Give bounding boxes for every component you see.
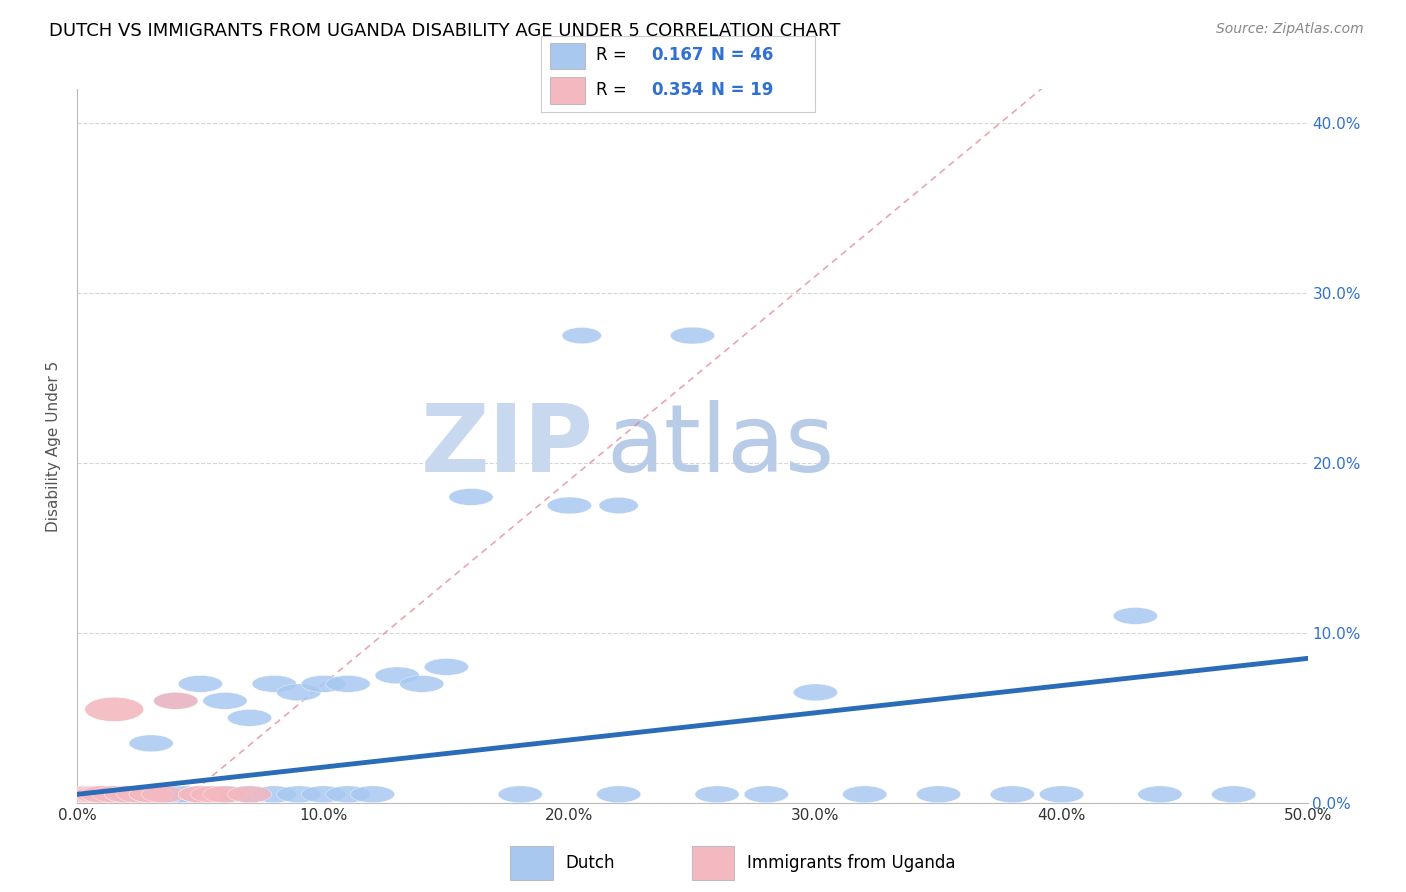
Ellipse shape [104,786,149,803]
Ellipse shape [73,786,117,803]
Ellipse shape [104,786,149,803]
Ellipse shape [252,675,297,692]
Ellipse shape [166,786,211,803]
Ellipse shape [301,675,346,692]
Ellipse shape [67,786,112,803]
Ellipse shape [62,786,107,803]
Ellipse shape [375,667,419,684]
Text: Immigrants from Uganda: Immigrants from Uganda [747,854,955,872]
Ellipse shape [117,786,162,803]
Ellipse shape [153,692,198,709]
Ellipse shape [744,786,789,803]
FancyBboxPatch shape [550,78,585,104]
Text: Source: ZipAtlas.com: Source: ZipAtlas.com [1216,22,1364,37]
Text: 0.167: 0.167 [651,46,703,64]
Ellipse shape [793,684,838,701]
Ellipse shape [228,786,271,803]
Ellipse shape [695,786,740,803]
Text: atlas: atlas [606,400,835,492]
Text: N = 19: N = 19 [711,81,773,99]
Ellipse shape [129,786,173,803]
Ellipse shape [80,786,124,803]
Ellipse shape [142,786,186,803]
FancyBboxPatch shape [692,846,734,880]
Ellipse shape [104,786,149,803]
Text: DUTCH VS IMMIGRANTS FROM UGANDA DISABILITY AGE UNDER 5 CORRELATION CHART: DUTCH VS IMMIGRANTS FROM UGANDA DISABILI… [49,22,841,40]
Ellipse shape [425,658,468,675]
Ellipse shape [277,684,321,701]
Ellipse shape [117,786,162,803]
Ellipse shape [350,786,395,803]
Ellipse shape [202,786,247,803]
Ellipse shape [301,786,346,803]
Ellipse shape [179,786,222,803]
Ellipse shape [179,675,222,692]
Y-axis label: Disability Age Under 5: Disability Age Under 5 [46,360,62,532]
Ellipse shape [326,786,370,803]
Ellipse shape [129,786,173,803]
Ellipse shape [80,786,124,803]
Ellipse shape [498,786,543,803]
Ellipse shape [449,489,494,506]
Ellipse shape [67,786,112,803]
Text: N = 46: N = 46 [711,46,773,64]
Ellipse shape [547,497,592,514]
Ellipse shape [179,786,222,803]
Ellipse shape [1137,786,1182,803]
Ellipse shape [153,692,198,709]
Ellipse shape [179,786,222,803]
Ellipse shape [80,786,124,803]
Ellipse shape [1212,786,1256,803]
FancyBboxPatch shape [510,846,553,880]
Ellipse shape [228,709,271,726]
Text: R =: R = [596,81,633,99]
Ellipse shape [990,786,1035,803]
Ellipse shape [326,675,370,692]
Ellipse shape [191,786,235,803]
Text: R =: R = [596,46,633,64]
Ellipse shape [93,786,136,803]
Ellipse shape [75,786,120,803]
Ellipse shape [399,675,444,692]
Text: Dutch: Dutch [565,854,614,872]
Ellipse shape [562,327,602,343]
Ellipse shape [142,786,186,803]
Text: ZIP: ZIP [422,400,595,492]
Ellipse shape [277,786,321,803]
Ellipse shape [842,786,887,803]
Ellipse shape [228,786,271,803]
Ellipse shape [84,698,143,722]
Ellipse shape [153,786,198,803]
Text: 0.354: 0.354 [651,81,703,99]
Ellipse shape [104,786,149,803]
Ellipse shape [80,786,124,803]
Ellipse shape [202,786,247,803]
FancyBboxPatch shape [550,43,585,69]
Ellipse shape [596,786,641,803]
Ellipse shape [129,786,173,803]
Ellipse shape [93,786,136,803]
Ellipse shape [599,498,638,514]
Ellipse shape [129,735,173,752]
Ellipse shape [1114,607,1157,624]
Ellipse shape [252,786,297,803]
Ellipse shape [1039,786,1084,803]
Ellipse shape [671,327,714,344]
Ellipse shape [202,692,247,709]
Ellipse shape [917,786,960,803]
